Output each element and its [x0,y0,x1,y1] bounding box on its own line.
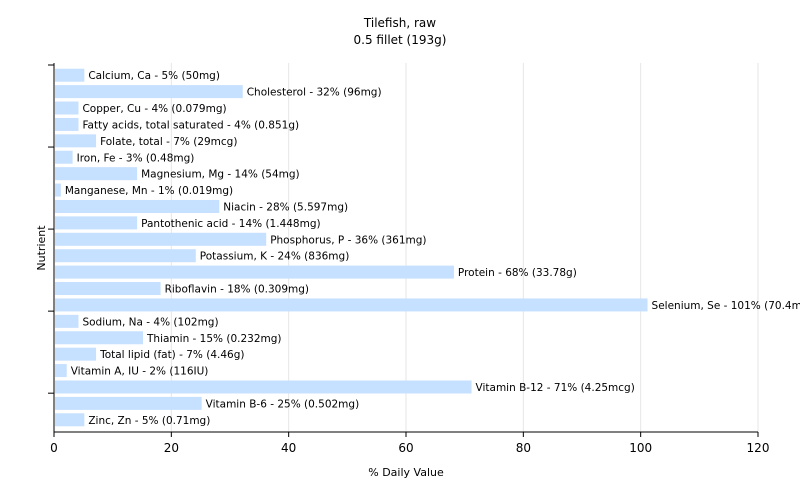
bar-label: Niacin - 28% (5.597mg) [223,201,348,213]
bar [55,331,143,345]
bar-label: Copper, Cu - 4% (0.079mg) [82,103,226,115]
bar-label: Vitamin A, IU - 2% (116IU) [71,366,209,378]
x-tick-label: 20 [164,441,179,455]
bar [55,199,220,213]
bar-label: Riboflavin - 18% (0.309mg) [165,284,309,296]
chart-subtitle: 0.5 fillet (193g) [354,33,447,47]
bar [55,298,648,312]
bar-label: Calcium, Ca - 5% (50mg) [88,70,220,82]
bar-label: Manganese, Mn - 1% (0.019mg) [65,185,233,197]
bar [55,167,138,181]
bar-label: Fatty acids, total saturated - 4% (0.851… [82,119,299,131]
bar [55,380,472,394]
bar [55,117,79,131]
bar [55,232,267,246]
bar-label: Sodium, Na - 4% (102mg) [82,316,218,328]
bar [55,150,73,164]
bar [55,265,454,279]
bar-label: Thiamin - 15% (0.232mg) [146,333,282,345]
bar-label: Vitamin B-6 - 25% (0.502mg) [206,398,360,410]
bar-label: Pantothenic acid - 14% (1.448mg) [141,218,320,230]
bar [55,183,61,197]
bar [55,101,79,115]
bar [55,347,97,361]
bar [55,68,85,82]
x-tick-label: 80 [516,441,531,455]
bar [55,85,243,99]
bar-label: Magnesium, Mg - 14% (54mg) [141,169,300,181]
x-tick-label: 40 [281,441,296,455]
bar [55,314,79,328]
bar [55,396,202,410]
x-axis-label: % Daily Value [368,466,444,479]
bar-label: Total lipid (fat) - 7% (4.46g) [99,349,244,361]
bar [55,134,97,148]
bar [55,216,138,230]
bar-label: Potassium, K - 24% (836mg) [200,251,350,263]
bar [55,282,161,296]
gridlines [170,63,759,432]
y-axis-label: Nutrient [35,225,48,271]
bar-label: Selenium, Se - 101% (70.4mcg) [652,300,800,312]
bar-label: Iron, Fe - 3% (0.48mg) [77,152,195,164]
bar-label: Protein - 68% (33.78g) [458,267,577,279]
bar-label: Phosphorus, P - 36% (361mg) [270,234,426,246]
bar [55,413,85,427]
bar-label: Cholesterol - 32% (96mg) [247,87,382,99]
x-tick-label: 120 [747,441,770,455]
axes: 0 20 40 60 80 100 120 [48,63,769,455]
bar [55,364,67,378]
bar-label: Zinc, Zn - 5% (0.71mg) [88,415,210,427]
chart-title: Tilefish, raw [363,16,436,30]
bar-label: Vitamin B-12 - 71% (4.25mcg) [476,382,635,394]
x-tick-label: 100 [629,441,652,455]
bar [55,249,196,263]
bar-label: Folate, total - 7% (29mcg) [100,136,237,148]
x-tick-label: 60 [398,441,413,455]
bars: Calcium, Ca - 5% (50mg) Cholesterol - 32%… [55,68,800,427]
x-tick-label: 0 [50,441,58,455]
